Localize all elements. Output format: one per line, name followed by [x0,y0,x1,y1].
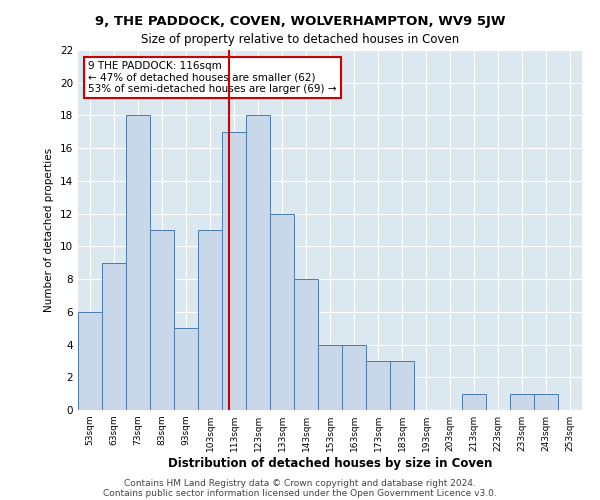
Bar [270,214,294,410]
Bar [534,394,558,410]
Text: 9, THE PADDOCK, COVEN, WOLVERHAMPTON, WV9 5JW: 9, THE PADDOCK, COVEN, WOLVERHAMPTON, WV… [95,15,505,28]
Text: Contains public sector information licensed under the Open Government Licence v3: Contains public sector information licen… [103,488,497,498]
Bar [462,394,486,410]
Bar [318,344,342,410]
Bar [510,394,534,410]
Bar [78,312,102,410]
Bar [126,116,150,410]
Text: Contains HM Land Registry data © Crown copyright and database right 2024.: Contains HM Land Registry data © Crown c… [124,478,476,488]
Bar [198,230,222,410]
Text: Size of property relative to detached houses in Coven: Size of property relative to detached ho… [141,32,459,46]
Bar [246,116,270,410]
Bar [294,279,318,410]
Text: 9 THE PADDOCK: 116sqm
← 47% of detached houses are smaller (62)
53% of semi-deta: 9 THE PADDOCK: 116sqm ← 47% of detached … [88,61,337,94]
Bar [150,230,174,410]
X-axis label: Distribution of detached houses by size in Coven: Distribution of detached houses by size … [168,457,492,470]
Bar [174,328,198,410]
Bar [366,361,390,410]
Bar [102,262,126,410]
Bar [222,132,246,410]
Bar [390,361,414,410]
Y-axis label: Number of detached properties: Number of detached properties [44,148,55,312]
Bar [342,344,366,410]
